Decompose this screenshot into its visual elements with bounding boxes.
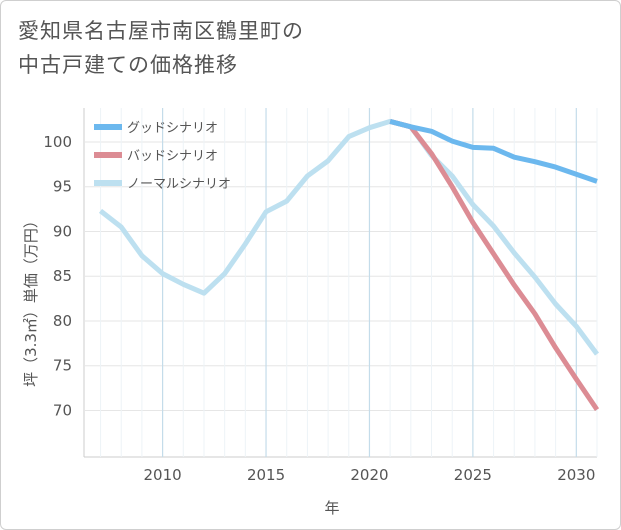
y-tick-label: 90 [53, 222, 72, 240]
x-tick-label: 2020 [350, 466, 388, 484]
x-tick-labels: 2010 2015 2020 2025 2030 [144, 466, 596, 484]
chart-title-line1: 愛知県名古屋市南区鶴里町の [18, 19, 304, 43]
chart-title: 愛知県名古屋市南区鶴里町の 中古戸建ての価格推移 [18, 14, 458, 82]
chart-title-line2: 中古戸建ての価格推移 [18, 53, 238, 77]
legend-label-0: グッドシナリオ [127, 121, 218, 136]
y-axis-label: 坪（3.3㎡）単価（万円） [22, 213, 40, 387]
grid [83, 108, 598, 458]
y-tick-label: 75 [53, 357, 72, 375]
series-line-0 [389, 118, 598, 184]
series-line-1 [389, 118, 600, 412]
y-tick-label: 70 [53, 401, 72, 419]
x-tick-label: 2015 [247, 466, 285, 484]
y-tick-label: 85 [53, 267, 72, 285]
y-tick-labels: 70 75 80 85 90 95 100 [43, 133, 72, 419]
legend-label-2: ノーマルシナリオ [127, 177, 231, 192]
y-tick-label: 95 [53, 178, 72, 196]
y-tick-label: 100 [43, 133, 72, 151]
legend-label-1: バッドシナリオ [127, 149, 218, 164]
y-tick-label: 80 [53, 312, 72, 330]
series-line-2 [98, 118, 600, 356]
x-tick-label: 2010 [144, 466, 182, 484]
x-tick-label: 2025 [454, 466, 492, 484]
x-axis-label: 年 [324, 499, 339, 517]
series-lines [98, 118, 600, 412]
x-tick-label: 2030 [557, 466, 595, 484]
